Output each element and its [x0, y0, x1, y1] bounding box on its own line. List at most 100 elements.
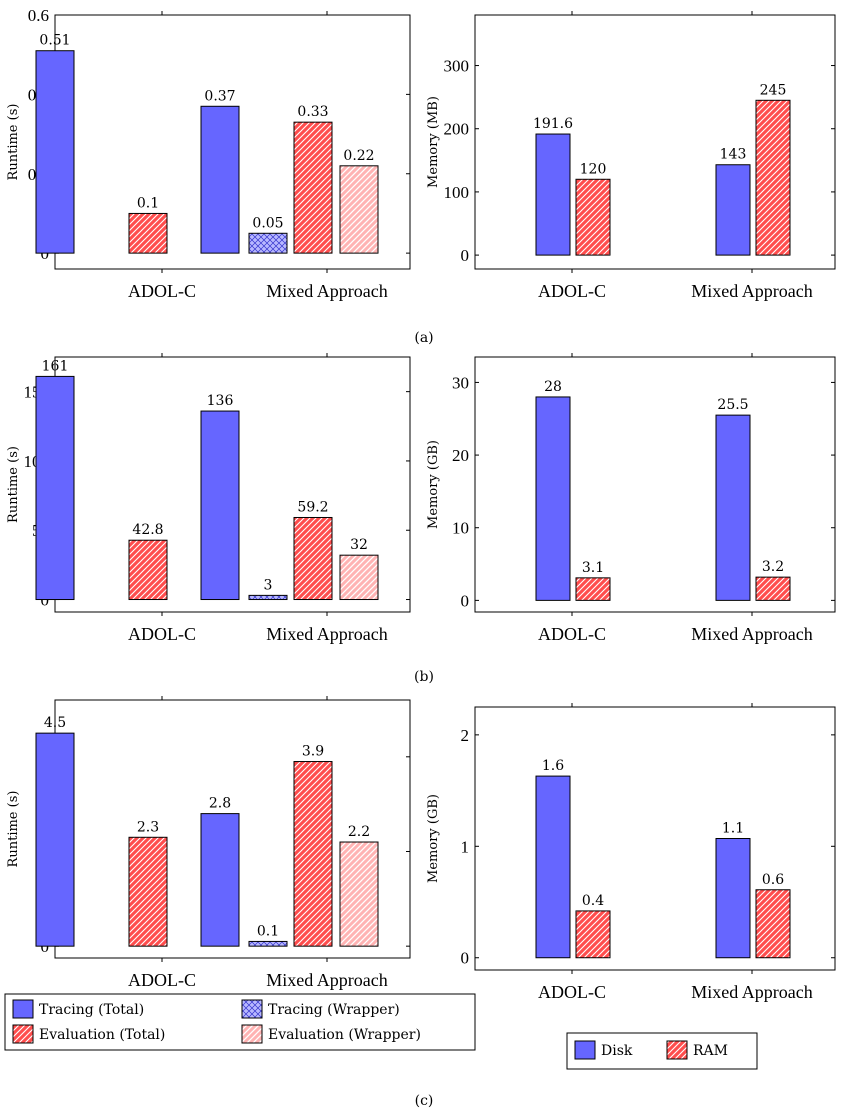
legend-memory: Disk RAM [566, 1032, 758, 1070]
bar [200, 410, 240, 601]
y-axis-label: Runtime (s) [6, 791, 21, 868]
bar [128, 836, 168, 947]
bar [293, 761, 333, 947]
data-label: 59.2 [297, 499, 328, 515]
legend-label: Evaluation (Wrapper) [268, 1027, 421, 1043]
legend-runtime: Tracing (Total) Tracing (Wrapper) Evaluati… [4, 993, 476, 1051]
chart-b-memory: 0 10 20 30 ADOL-C Mixed Approach Memory (GB) 28… [426, 353, 836, 644]
bar [339, 165, 379, 254]
y-tick-label: 300 [444, 57, 470, 76]
x-category-label: Mixed Approach [266, 624, 387, 644]
bar [535, 133, 571, 256]
data-label: 2.2 [348, 824, 370, 840]
legend-swatch [241, 1024, 263, 1044]
bar [535, 396, 571, 601]
y-tick-label: 0.6 [28, 6, 49, 25]
data-label: 2.3 [137, 819, 159, 835]
bar [575, 178, 611, 256]
bar [755, 889, 791, 959]
bar [248, 594, 288, 601]
plot-frame [474, 356, 836, 613]
bar [293, 516, 333, 601]
bar [248, 232, 288, 254]
data-label: 143 [720, 147, 747, 163]
data-label: 0.4 [582, 893, 604, 909]
plot-frame [474, 706, 836, 971]
legend-box [4, 993, 476, 1051]
y-tick-label: 0 [41, 937, 50, 956]
bar [535, 775, 571, 959]
legend-label: Tracing (Wrapper) [268, 1002, 400, 1018]
bar [200, 813, 240, 947]
x-category-label: ADOL-C [128, 970, 196, 990]
data-label: 1.6 [542, 758, 564, 774]
x-category-label: Mixed Approach [691, 624, 812, 644]
y-tick-label: 100 [444, 183, 470, 202]
legend-label: Evaluation (Total) [39, 1027, 165, 1043]
bar [575, 577, 611, 601]
x-category-label: ADOL-C [128, 624, 196, 644]
x-category-label: Mixed Approach [691, 281, 812, 301]
data-label: 245 [760, 82, 787, 98]
x-category-label: Mixed Approach [691, 982, 812, 1002]
bar [35, 50, 75, 254]
legend-swatch [241, 999, 263, 1019]
y-tick-label: 1 [461, 837, 470, 856]
y-axis-label: Runtime (s) [6, 446, 21, 523]
legend-swatch [12, 999, 34, 1019]
subfigure-label-c: (c) [415, 1093, 434, 1109]
data-label: 161 [42, 358, 69, 374]
data-label: 0.1 [257, 923, 279, 939]
bar [755, 576, 791, 601]
legend-swatch [12, 1024, 34, 1044]
subfigure-label-b: (b) [414, 669, 434, 685]
chart-c-memory: 0 1 2 ADOL-C Mixed Approach Memory (GB) 1.6 1.1… [426, 703, 836, 1002]
x-category-label: ADOL-C [538, 982, 606, 1002]
y-tick-label: 0 [461, 246, 470, 265]
data-label: 1.1 [722, 821, 744, 837]
data-label: 3.9 [302, 744, 324, 760]
data-label: 3 [264, 577, 273, 593]
bar [715, 414, 751, 601]
y-tick-label: 200 [444, 120, 470, 139]
data-label: 0.51 [39, 33, 70, 49]
legend-label: Disk [601, 1043, 633, 1059]
data-label: 0.37 [204, 88, 235, 104]
legend-label: Tracing (Total) [39, 1002, 144, 1018]
x-category-label: Mixed Approach [266, 281, 387, 301]
bar [715, 164, 751, 256]
legend-swatch [666, 1040, 688, 1060]
bar [715, 838, 751, 959]
bar [755, 99, 791, 256]
y-tick-label: 2 [461, 726, 470, 745]
bar [293, 121, 333, 254]
data-label: 0.05 [252, 215, 283, 231]
x-category-label: ADOL-C [538, 624, 606, 644]
bar [248, 940, 288, 947]
data-label: 25.5 [717, 397, 748, 413]
data-label: 4.5 [44, 715, 66, 731]
data-label: 28 [544, 379, 562, 395]
x-category-label: ADOL-C [538, 281, 606, 301]
bar [128, 539, 168, 601]
legend-box [566, 1032, 758, 1070]
y-tick-label: 10 [452, 519, 469, 538]
data-label: 2.8 [209, 796, 231, 812]
bar [35, 732, 75, 947]
bar [200, 105, 240, 254]
data-label: 3.2 [762, 559, 784, 575]
data-label: 32 [350, 537, 368, 553]
x-category-label: ADOL-C [128, 281, 196, 301]
data-label: 42.8 [132, 522, 163, 538]
data-label: 0.22 [343, 148, 374, 164]
plot-frame [474, 14, 836, 270]
y-axis-label: Memory (GB) [426, 794, 441, 883]
x-category-label: Mixed Approach [266, 970, 387, 990]
y-axis-label: Runtime (s) [6, 104, 21, 181]
data-label: 0.33 [297, 104, 328, 120]
data-label: 3.1 [582, 560, 604, 576]
bar [35, 375, 75, 601]
y-tick-label: 20 [452, 446, 469, 465]
data-label: 0.6 [762, 872, 784, 888]
